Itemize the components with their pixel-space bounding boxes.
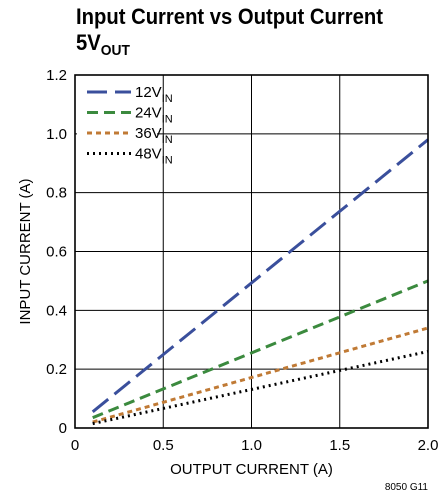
- x-tick-label: 1.5: [329, 437, 350, 454]
- legend-label-sub: IN: [162, 93, 173, 105]
- chart-title: Input Current vs Output Current 5VOUT: [76, 4, 383, 59]
- legend-label-main: 24V: [135, 105, 162, 122]
- title-line-1: Input Current vs Output Current: [76, 4, 383, 29]
- y-tick-label: 0.6: [46, 244, 67, 261]
- x-axis-label: OUTPUT CURRENT (A): [170, 461, 333, 478]
- legend-label: 36VIN: [135, 125, 173, 146]
- series-line-24v: [92, 279, 429, 420]
- y-tick-label: 0.4: [46, 302, 67, 319]
- series-line-48v: [92, 350, 429, 426]
- legend-label-sub: IN: [162, 134, 173, 146]
- legend-label: 24VIN: [135, 105, 173, 126]
- y-tick-label: 1.0: [46, 126, 67, 143]
- legend-label: 48VIN: [135, 146, 173, 167]
- x-tick-label: 2.0: [418, 437, 439, 454]
- y-tick-label: 0: [59, 420, 67, 437]
- y-axis-label: INPUT CURRENT (A): [17, 178, 34, 324]
- y-tick-labels: 0 0.2 0.4 0.6 0.8 1.0 1.2: [46, 67, 67, 437]
- legend-label-sub: IN: [162, 155, 173, 167]
- grid: [75, 75, 428, 428]
- title-line-2: 5VOUT: [76, 30, 383, 59]
- plot-frame: [74, 74, 429, 429]
- title-line-2-main: 5V: [76, 30, 101, 55]
- legend-label-main: 12V: [135, 84, 162, 101]
- x-tick-labels: 0 0.5 1.0 1.5 2.0: [71, 437, 439, 454]
- x-tick-label: 1.0: [241, 437, 262, 454]
- title-line-2-sub: OUT: [100, 42, 130, 59]
- series-lines: [91, 138, 429, 426]
- legend-label-main: 48V: [135, 146, 162, 163]
- series-line-36v: [92, 326, 429, 424]
- figure-id: 8050 G11: [385, 482, 429, 493]
- legend-label-main: 36V: [135, 125, 162, 142]
- series-line-12v: [91, 138, 429, 413]
- legend-label: 12VIN: [135, 84, 173, 105]
- x-tick-label: 0: [71, 437, 79, 454]
- y-tick-label: 0.2: [46, 361, 67, 378]
- legend-label-sub: IN: [162, 114, 173, 126]
- y-tick-label: 0.8: [46, 185, 67, 202]
- y-tick-label: 1.2: [46, 67, 67, 84]
- x-tick-label: 0.5: [153, 437, 174, 454]
